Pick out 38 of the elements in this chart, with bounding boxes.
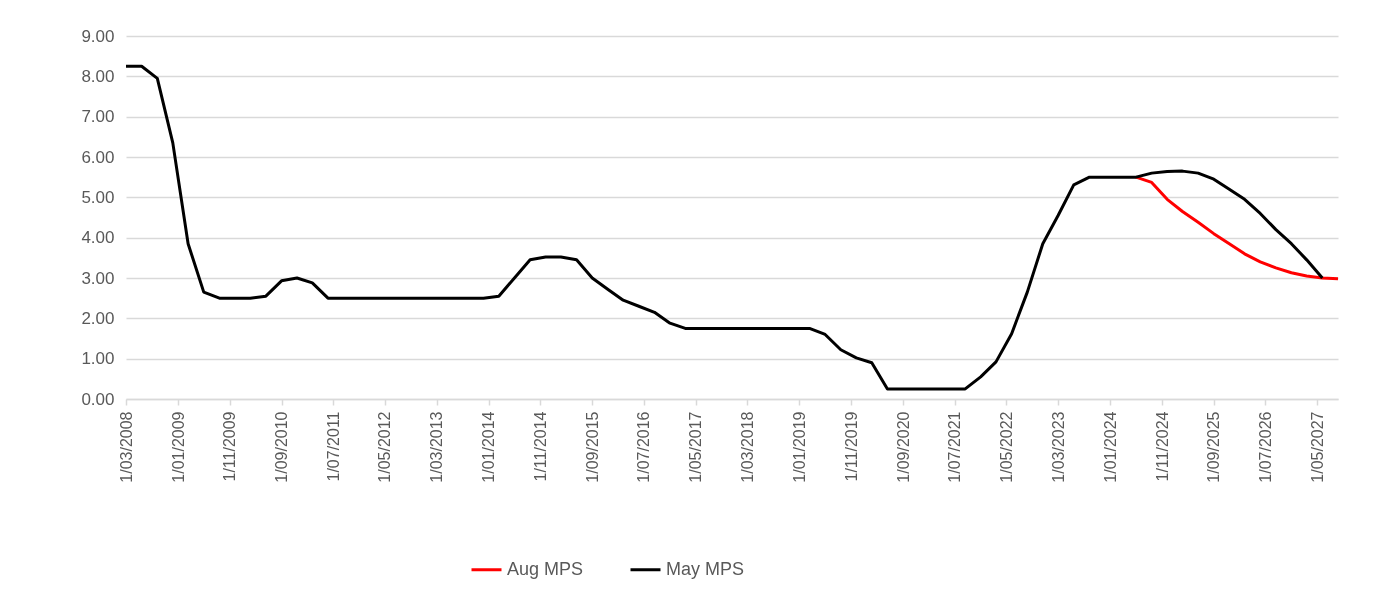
y-tick-label: 2.00 [81,308,115,328]
x-tick-label: 1/05/2022 [997,411,1015,483]
x-tick-label: 1/11/2009 [221,411,239,482]
y-tick-label: 6.00 [81,147,115,167]
x-tick-label: 1/01/2019 [790,411,808,483]
x-tick-label: 1/05/2027 [1308,411,1326,483]
y-tick-label: 0.00 [81,389,115,409]
x-tick-label: 1/09/2015 [583,411,601,483]
x-tick-label: 1/07/2021 [946,411,964,483]
x-tick-label: 1/11/2014 [531,411,549,482]
x-tick-label: 1/03/2018 [738,411,756,483]
x-tick-label: 1/09/2020 [894,411,912,483]
x-tick-label: 1/03/2023 [1049,411,1067,483]
x-tick-label: 1/03/2008 [117,411,135,483]
x-tick-label: 1/03/2013 [428,411,446,483]
y-tick-label: 9.00 [81,26,115,46]
y-tick-label: 7.00 [81,107,115,127]
line-series [124,64,1324,391]
legend-label: May MPS [666,558,745,579]
y-tick-label: 4.00 [81,228,115,248]
x-tick-label: 1/09/2025 [1205,411,1223,483]
x-tick-label: 1/05/2012 [376,411,394,483]
x-tick-label: 1/01/2009 [169,411,187,483]
y-tick-label: 5.00 [81,187,115,207]
x-tick-label: 1/09/2010 [273,411,291,483]
x-tick-label: 1/05/2017 [687,411,705,483]
x-tick-label: 1/07/2026 [1256,411,1274,483]
x-tick-label: 1/07/2016 [635,411,653,483]
y-tick-label: 3.00 [81,268,115,288]
x-tick-label: 1/07/2011 [324,411,342,482]
line-series [1134,175,1340,281]
x-tick-label: 1/01/2014 [480,411,498,483]
x-tick-label: 1/11/2019 [842,411,860,482]
x-tick-label: 1/11/2024 [1153,411,1171,482]
y-tick-label: 8.00 [81,66,115,86]
x-tick-label: 1/01/2024 [1101,411,1119,483]
legend-label: Aug MPS [507,558,584,579]
y-tick-label: 1.00 [81,349,115,369]
